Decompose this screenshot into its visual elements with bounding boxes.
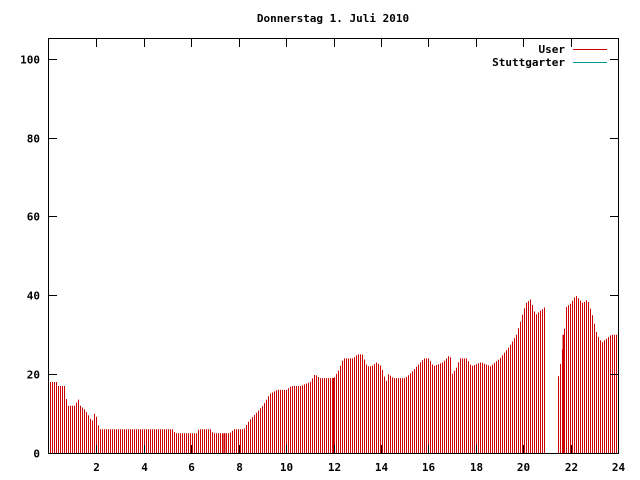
x-tick-label: 22	[565, 461, 578, 474]
x-tick-label: 24	[612, 461, 626, 474]
x-tick-label: 16	[422, 461, 436, 474]
y-tick-label: 100	[20, 54, 40, 67]
legend-label: User	[539, 43, 566, 56]
legend-label: Stuttgarter	[492, 56, 565, 69]
x-tick-label: 12	[328, 461, 341, 474]
chart-title: Donnerstag 1. Juli 2010	[257, 12, 409, 25]
y-tick-label: 0	[33, 448, 40, 461]
x-tick-label: 4	[141, 461, 148, 474]
x-tick-label: 14	[375, 461, 389, 474]
y-tick-label: 60	[27, 211, 40, 224]
plot-frame	[48, 38, 619, 454]
x-tick-label: 6	[188, 461, 195, 474]
bar-series	[50, 296, 617, 453]
y-tick-label: 80	[27, 133, 40, 146]
x-tick-label: 20	[517, 461, 530, 474]
x-tick-label: 18	[470, 461, 483, 474]
y-tick-label: 20	[27, 369, 40, 382]
y-tick-label: 40	[27, 290, 40, 303]
x-tick-label: 8	[236, 461, 243, 474]
x-tick-label: 2	[93, 461, 100, 474]
x-tick-label: 10	[280, 461, 293, 474]
